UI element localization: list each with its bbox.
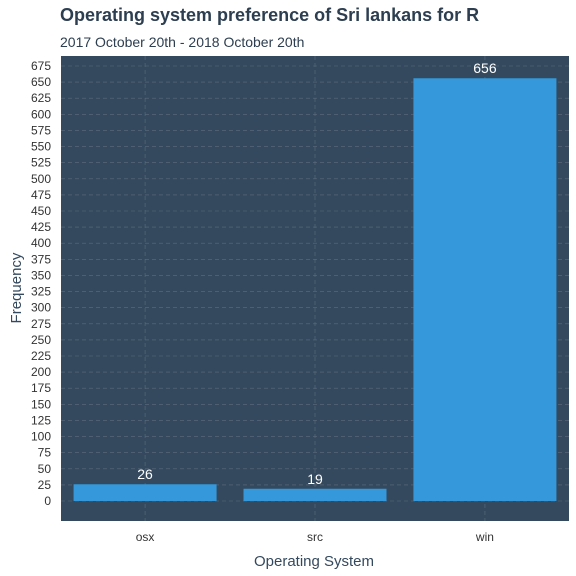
y-tick-label: 175 — [31, 381, 51, 395]
y-tick-label: 25 — [38, 478, 52, 492]
x-axis-ticks: osx src win — [136, 530, 494, 544]
x-tick-label: src — [307, 530, 323, 544]
y-tick-label: 225 — [31, 349, 51, 363]
y-tick-label: 325 — [31, 285, 51, 299]
y-tick-label: 550 — [31, 140, 51, 154]
y-tick-label: 375 — [31, 252, 51, 266]
y-tick-label: 350 — [31, 268, 51, 282]
y-axis-title: Frequency — [8, 252, 25, 323]
y-tick-label: 300 — [31, 301, 51, 315]
y-tick-label: 650 — [31, 75, 51, 89]
y-tick-label: 475 — [31, 188, 51, 202]
y-tick-label: 400 — [31, 236, 51, 250]
y-tick-label: 500 — [31, 172, 51, 186]
y-tick-label: 625 — [31, 91, 51, 105]
data-label-win: 656 — [473, 60, 497, 76]
y-tick-label: 600 — [31, 107, 51, 121]
y-tick-label: 450 — [31, 204, 51, 218]
y-tick-label: 125 — [31, 413, 51, 427]
y-tick-label: 150 — [31, 397, 51, 411]
chart-title: Operating system preference of Sri lanka… — [60, 5, 480, 25]
x-axis-title: Operating System — [254, 553, 374, 570]
data-label-osx: 26 — [137, 466, 153, 482]
y-tick-label: 100 — [31, 430, 51, 444]
y-tick-label: 575 — [31, 123, 51, 137]
x-tick-label: osx — [136, 530, 155, 544]
y-tick-label: 250 — [31, 333, 51, 347]
y-tick-label: 50 — [38, 462, 52, 476]
bar-src — [243, 488, 387, 501]
data-label-src: 19 — [307, 471, 323, 487]
x-tick-label: win — [475, 530, 494, 544]
bar-osx — [73, 484, 217, 501]
y-tick-label: 0 — [44, 494, 51, 508]
y-tick-label: 525 — [31, 156, 51, 170]
data-labels: 26 19 656 — [137, 60, 497, 487]
y-tick-label: 425 — [31, 220, 51, 234]
y-tick-label: 275 — [31, 317, 51, 331]
y-axis-ticks: 0 25 50 75 100 125 150 175 200 225 250 275 300 325 350… — [31, 59, 51, 508]
y-tick-label: 200 — [31, 365, 51, 379]
y-tick-label: 675 — [31, 59, 51, 73]
y-tick-label: 75 — [38, 446, 52, 460]
chart-subtitle: 2017 October 20th - 2018 October 20th — [60, 34, 305, 50]
bar-win — [413, 78, 557, 501]
bars — [73, 78, 557, 501]
